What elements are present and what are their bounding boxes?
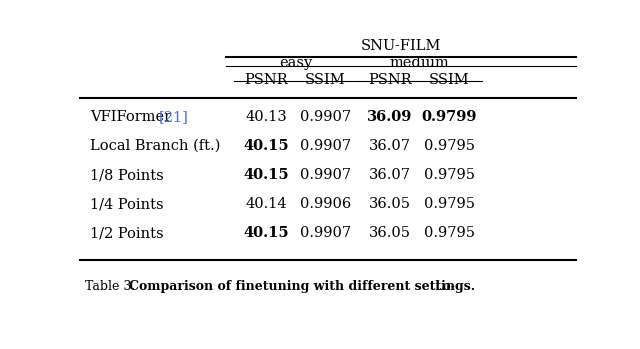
Text: 1/4 Points: 1/4 Points bbox=[90, 197, 164, 211]
Text: medium: medium bbox=[390, 56, 450, 70]
Text: 0.9907: 0.9907 bbox=[300, 139, 351, 153]
Text: 36.05: 36.05 bbox=[369, 226, 411, 240]
Text: 40.15: 40.15 bbox=[243, 226, 289, 240]
Text: Local Branch (ft.): Local Branch (ft.) bbox=[90, 139, 220, 153]
Text: Table 3.: Table 3. bbox=[85, 280, 143, 293]
Text: 40.14: 40.14 bbox=[245, 197, 287, 211]
Text: SSIM: SSIM bbox=[429, 73, 470, 87]
Text: 36.07: 36.07 bbox=[369, 168, 411, 182]
Text: PSNR: PSNR bbox=[244, 73, 288, 87]
Text: 0.9795: 0.9795 bbox=[424, 168, 475, 182]
Text: 0.9907: 0.9907 bbox=[300, 110, 351, 124]
Text: PSNR: PSNR bbox=[368, 73, 412, 87]
Text: 40.15: 40.15 bbox=[243, 168, 289, 182]
Text: 1/8 Points: 1/8 Points bbox=[90, 168, 164, 182]
Text: SNU-FILM: SNU-FILM bbox=[361, 39, 442, 53]
Text: 0.9799: 0.9799 bbox=[422, 110, 477, 124]
Text: 36.07: 36.07 bbox=[369, 139, 411, 153]
Text: 36.09: 36.09 bbox=[367, 110, 413, 124]
Text: SSIM: SSIM bbox=[305, 73, 346, 87]
Text: 40.15: 40.15 bbox=[243, 139, 289, 153]
Text: 0.9907: 0.9907 bbox=[300, 168, 351, 182]
Text: [21]: [21] bbox=[158, 110, 188, 124]
Text: 0.9907: 0.9907 bbox=[300, 226, 351, 240]
Text: 36.05: 36.05 bbox=[369, 197, 411, 211]
Text: Lo-: Lo- bbox=[428, 280, 455, 293]
Text: 0.9906: 0.9906 bbox=[300, 197, 351, 211]
Text: 0.9795: 0.9795 bbox=[424, 226, 475, 240]
Text: 0.9795: 0.9795 bbox=[424, 197, 475, 211]
Text: 40.13: 40.13 bbox=[245, 110, 287, 124]
Text: easy: easy bbox=[279, 56, 312, 70]
Text: 0.9795: 0.9795 bbox=[424, 139, 475, 153]
Text: 1/2 Points: 1/2 Points bbox=[90, 226, 164, 240]
Text: Comparison of finetuning with different settings.: Comparison of finetuning with different … bbox=[129, 280, 475, 293]
Text: VFIFormer: VFIFormer bbox=[90, 110, 175, 124]
